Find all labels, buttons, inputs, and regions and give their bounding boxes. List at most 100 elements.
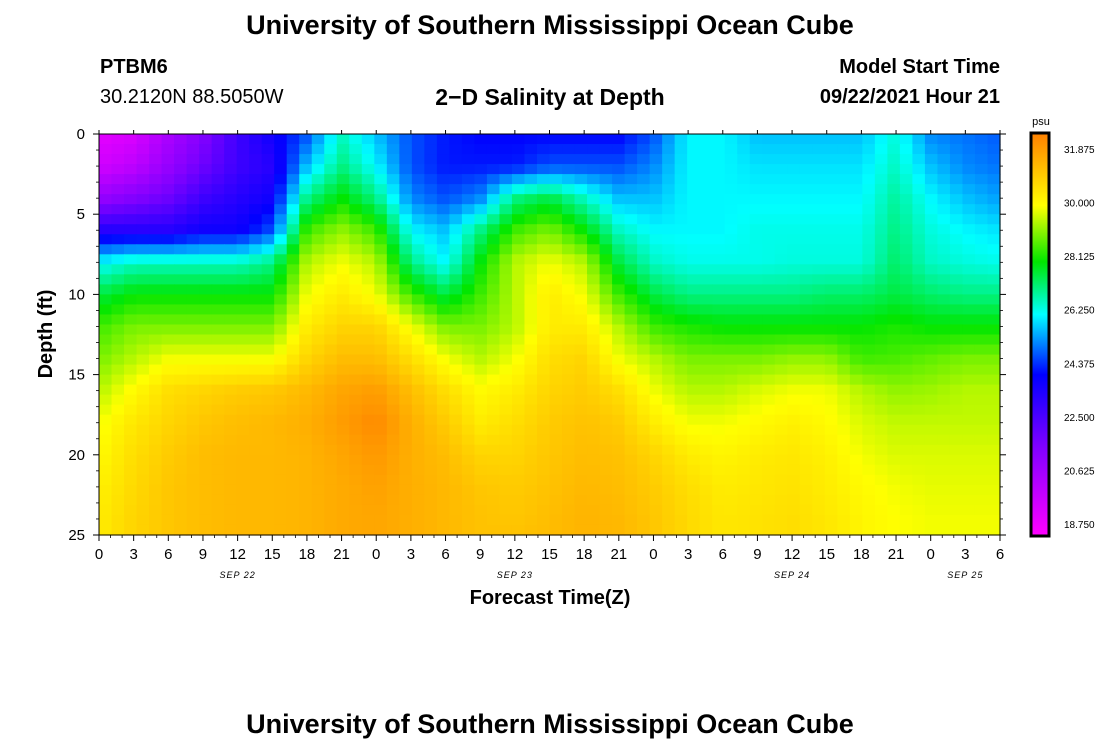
heatmap-cell <box>436 184 450 195</box>
heatmap-cell <box>874 494 888 506</box>
heatmap-cell <box>336 284 350 296</box>
heatmap-cell <box>737 484 751 496</box>
heatmap-cell <box>161 374 175 386</box>
heatmap-cell <box>236 174 250 185</box>
heatmap-cell <box>787 434 801 446</box>
heatmap-cell <box>549 414 563 426</box>
heatmap-cell <box>812 304 826 316</box>
heatmap-cell <box>224 144 238 155</box>
heatmap-cell <box>236 164 250 175</box>
heatmap-cell <box>549 264 563 275</box>
heatmap-cell <box>336 244 350 255</box>
heatmap-cell <box>224 454 238 466</box>
heatmap-cell <box>599 174 613 185</box>
heatmap-cell <box>974 404 989 416</box>
heatmap-cell <box>662 344 676 356</box>
heatmap-cell <box>674 404 688 416</box>
heatmap-cell <box>812 414 826 426</box>
heatmap-cell <box>486 374 501 386</box>
heatmap-cell <box>361 474 375 486</box>
heatmap-cell <box>787 254 801 265</box>
heatmap-cell <box>349 504 363 516</box>
heatmap-cell <box>924 414 939 426</box>
heatmap-cell <box>562 394 576 406</box>
heatmap-cell <box>174 264 188 275</box>
heatmap-cell <box>461 524 476 536</box>
heatmap-cell <box>699 314 713 326</box>
heatmap-cell <box>261 464 275 476</box>
heatmap-cell <box>99 234 113 245</box>
heatmap-cell <box>461 234 476 245</box>
heatmap-cell <box>662 184 676 195</box>
heatmap-cell <box>662 424 676 436</box>
heatmap-cell <box>874 214 888 225</box>
heatmap-cell <box>874 524 888 536</box>
heatmap-cell <box>649 344 663 356</box>
heatmap-cell <box>849 454 863 466</box>
heatmap-cell <box>724 184 738 195</box>
heatmap-cell <box>887 474 901 486</box>
heatmap-cell <box>837 254 851 265</box>
heatmap-cell <box>511 274 526 285</box>
heatmap-cell <box>199 304 213 316</box>
colorbar-label: 28.125 <box>1064 252 1095 263</box>
heatmap-cell <box>812 154 826 165</box>
heatmap-cell <box>511 344 526 356</box>
heatmap-cell <box>361 304 375 316</box>
heatmap-cell <box>136 454 150 466</box>
heatmap-cell <box>474 414 488 426</box>
heatmap-cell <box>324 224 338 235</box>
heatmap-cell <box>274 224 288 235</box>
heatmap-cell <box>361 274 375 285</box>
heatmap-cell <box>699 294 713 306</box>
heatmap-cell <box>136 374 150 386</box>
heatmap-cell <box>324 154 338 165</box>
heatmap-cell <box>962 504 976 516</box>
heatmap-cell <box>774 294 788 306</box>
heatmap-cell <box>624 144 638 155</box>
heatmap-cell <box>937 264 951 275</box>
heatmap-cell <box>812 474 826 486</box>
heatmap-cell <box>937 174 951 185</box>
heatmap-cell <box>236 214 250 225</box>
heatmap-cell <box>336 274 350 285</box>
heatmap-cell <box>261 134 275 145</box>
heatmap-cell <box>699 154 713 165</box>
heatmap-cell <box>724 324 738 336</box>
heatmap-cell <box>411 504 425 516</box>
heatmap-cell <box>399 204 413 215</box>
heatmap-cell <box>174 144 188 155</box>
heatmap-cell <box>962 244 976 255</box>
heatmap-cell <box>411 434 425 446</box>
heatmap-cell <box>924 314 939 326</box>
heatmap-cell <box>974 314 989 326</box>
heatmap-cell <box>612 334 626 346</box>
x-tick-label: 12 <box>784 546 801 563</box>
heatmap-cell <box>562 344 576 356</box>
heatmap-cell <box>461 304 476 316</box>
heatmap-cell <box>436 394 450 406</box>
heatmap-cell <box>399 314 413 326</box>
heatmap-cell <box>549 144 563 155</box>
heatmap-cell <box>274 234 288 245</box>
heatmap-cell <box>837 364 851 376</box>
heatmap-cell <box>574 434 588 446</box>
heatmap-cell <box>361 144 375 155</box>
x-tick-label: 18 <box>576 546 593 563</box>
heatmap-cell <box>924 214 939 225</box>
heatmap-cell <box>511 174 526 185</box>
heatmap-cell <box>774 484 788 496</box>
heatmap-cell <box>124 194 138 205</box>
heatmap-cell <box>411 204 425 215</box>
heatmap-cell <box>787 324 801 336</box>
heatmap-cell <box>662 484 676 496</box>
heatmap-cell <box>186 414 200 426</box>
heatmap-cell <box>737 354 751 366</box>
heatmap-cell <box>749 244 763 255</box>
heatmap-cell <box>511 434 526 446</box>
heatmap-cell <box>762 374 776 386</box>
heatmap-cell <box>649 434 663 446</box>
heatmap-cell <box>787 164 801 175</box>
heatmap-cell <box>536 304 551 316</box>
heatmap-cell <box>511 424 526 436</box>
